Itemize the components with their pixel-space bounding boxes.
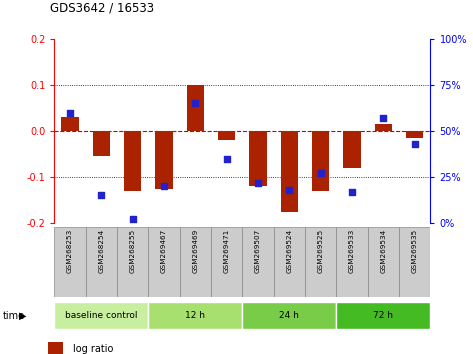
Point bbox=[254, 180, 262, 185]
FancyBboxPatch shape bbox=[368, 227, 399, 297]
Text: GSM269533: GSM269533 bbox=[349, 229, 355, 273]
Bar bbox=[281, 131, 298, 212]
Text: GDS3642 / 16533: GDS3642 / 16533 bbox=[50, 1, 154, 14]
Text: GSM268255: GSM268255 bbox=[130, 229, 136, 273]
FancyBboxPatch shape bbox=[86, 227, 117, 297]
Point bbox=[380, 115, 387, 121]
Bar bbox=[61, 117, 79, 131]
FancyBboxPatch shape bbox=[336, 302, 430, 330]
Text: log ratio: log ratio bbox=[73, 344, 114, 354]
Text: ▶: ▶ bbox=[19, 311, 26, 321]
Bar bbox=[249, 131, 267, 186]
Bar bbox=[406, 131, 423, 138]
Text: GSM269524: GSM269524 bbox=[287, 229, 292, 273]
Text: GSM269525: GSM269525 bbox=[318, 229, 324, 273]
FancyBboxPatch shape bbox=[149, 227, 180, 297]
Point bbox=[411, 141, 419, 147]
FancyBboxPatch shape bbox=[399, 227, 430, 297]
Text: baseline control: baseline control bbox=[65, 312, 138, 320]
Point bbox=[223, 156, 230, 161]
Point bbox=[348, 189, 356, 195]
FancyBboxPatch shape bbox=[336, 227, 368, 297]
FancyBboxPatch shape bbox=[180, 227, 211, 297]
Text: GSM269534: GSM269534 bbox=[380, 229, 386, 273]
Text: GSM269507: GSM269507 bbox=[255, 229, 261, 273]
FancyBboxPatch shape bbox=[54, 227, 86, 297]
Text: GSM268254: GSM268254 bbox=[98, 229, 105, 273]
Bar bbox=[343, 131, 361, 168]
Point bbox=[66, 110, 74, 115]
Bar bbox=[218, 131, 236, 140]
Bar bbox=[312, 131, 329, 191]
Text: 72 h: 72 h bbox=[373, 312, 394, 320]
FancyBboxPatch shape bbox=[54, 302, 149, 330]
Point bbox=[192, 101, 199, 106]
Point bbox=[317, 171, 324, 176]
Text: GSM268253: GSM268253 bbox=[67, 229, 73, 273]
FancyBboxPatch shape bbox=[243, 227, 274, 297]
Text: GSM269471: GSM269471 bbox=[224, 229, 230, 273]
Bar bbox=[156, 131, 173, 189]
Bar bbox=[93, 131, 110, 156]
FancyBboxPatch shape bbox=[305, 227, 336, 297]
FancyBboxPatch shape bbox=[211, 227, 243, 297]
Text: GSM269469: GSM269469 bbox=[193, 229, 198, 273]
Text: time: time bbox=[2, 311, 25, 321]
FancyBboxPatch shape bbox=[274, 227, 305, 297]
FancyBboxPatch shape bbox=[117, 227, 149, 297]
Text: GSM269535: GSM269535 bbox=[412, 229, 418, 273]
Point bbox=[160, 183, 168, 189]
FancyBboxPatch shape bbox=[243, 302, 336, 330]
Bar bbox=[124, 131, 141, 191]
Point bbox=[97, 193, 105, 198]
Bar bbox=[48, 342, 63, 354]
Text: GSM269467: GSM269467 bbox=[161, 229, 167, 273]
Text: 12 h: 12 h bbox=[185, 312, 205, 320]
FancyBboxPatch shape bbox=[149, 302, 243, 330]
Point bbox=[286, 187, 293, 193]
Text: 24 h: 24 h bbox=[280, 312, 299, 320]
Bar bbox=[187, 85, 204, 131]
Point bbox=[129, 217, 137, 222]
Bar bbox=[375, 124, 392, 131]
